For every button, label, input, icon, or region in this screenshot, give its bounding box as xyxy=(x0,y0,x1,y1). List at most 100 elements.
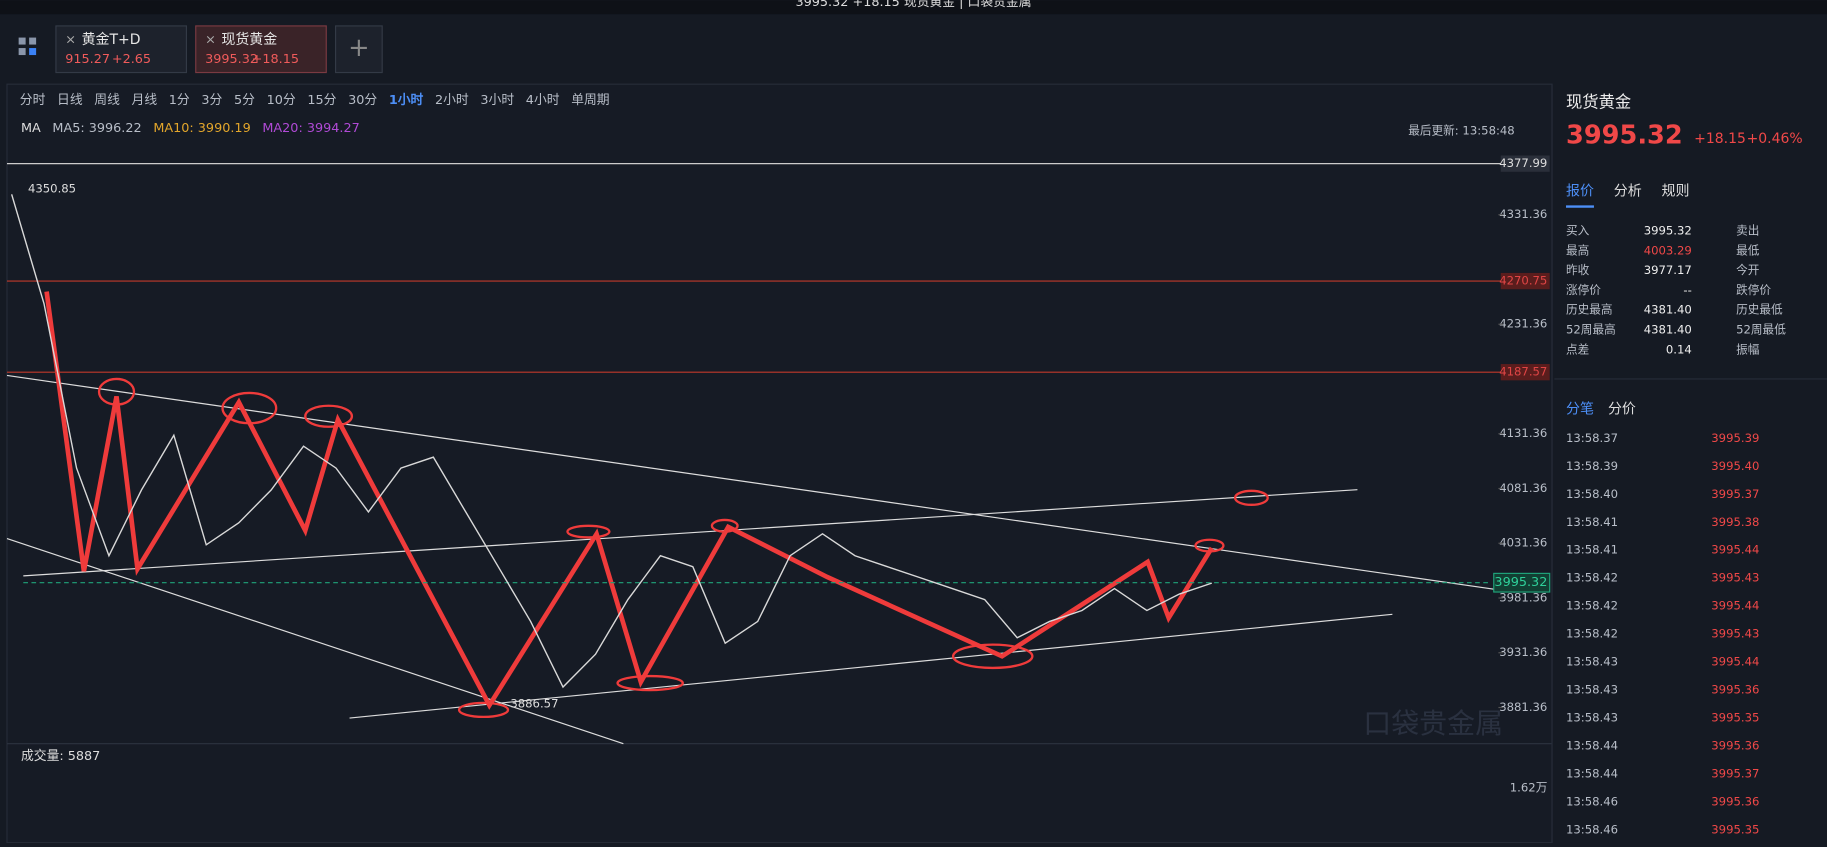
quote-value: 3995.32 xyxy=(1644,223,1692,237)
trade-time: 13:58.40 xyxy=(1566,487,1618,501)
quote-label: 52周最低 xyxy=(1736,323,1786,337)
trade-price: 3995.43 xyxy=(1711,627,1759,641)
level-tag xyxy=(1500,364,1550,381)
y-tick-label: 4131.36 xyxy=(1499,426,1547,440)
trade-time: 13:58.39 xyxy=(1566,459,1618,473)
period[interactable]: 15分 xyxy=(307,93,336,108)
volume-label: 成交量: 5887 xyxy=(21,748,100,764)
y-tick-label: 4331.36 xyxy=(1499,207,1547,221)
trend-line xyxy=(6,374,1515,593)
y-tick-label: 3881.36 xyxy=(1499,700,1547,714)
period[interactable]: 日线 xyxy=(57,93,83,108)
y-tick-label: 4031.36 xyxy=(1499,536,1547,550)
tabs: + xyxy=(18,25,383,74)
grid-icon xyxy=(29,37,37,45)
quote-value: 4003.29 xyxy=(1644,243,1692,257)
current-label: 3995.32 xyxy=(1494,575,1547,590)
grid-icon xyxy=(29,48,37,56)
tab[interactable] xyxy=(55,25,188,74)
tab-price: 915.27 xyxy=(65,52,110,67)
title-bar xyxy=(0,0,1827,15)
quote-value: 0.14 xyxy=(1666,342,1692,356)
trade-time: 13:58.43 xyxy=(1566,711,1618,725)
low-label: 3886.57 xyxy=(510,697,558,711)
period[interactable]: 3小时 xyxy=(480,93,514,108)
side-tab[interactable]: 规则 xyxy=(1662,183,1690,199)
trade-tab[interactable]: 分笔 xyxy=(1566,401,1594,417)
period[interactable]: 周线 xyxy=(94,93,120,108)
quote-label: 今开 xyxy=(1736,263,1760,277)
y-tick-label: 4081.36 xyxy=(1499,481,1547,495)
quote-label: 最低 xyxy=(1736,243,1760,257)
quote-label: 历史最高 xyxy=(1566,303,1613,317)
trade-price: 3995.44 xyxy=(1711,599,1759,613)
quote-value: 4381.40 xyxy=(1644,303,1692,317)
trade-price: 3995.35 xyxy=(1711,822,1759,836)
period[interactable]: 单周期 xyxy=(571,93,609,108)
trend-line xyxy=(23,489,1358,577)
trade-price: 3995.36 xyxy=(1711,794,1759,808)
window-title: 3995.32 +18.15 现货黄金 | 口袋贵金属 xyxy=(795,0,1031,10)
quote-label: 52周最高 xyxy=(1566,323,1616,337)
quote-label: 历史最低 xyxy=(1736,303,1783,317)
period[interactable]: 分时 xyxy=(20,93,46,108)
period[interactable]: 10分 xyxy=(267,93,296,108)
trend-line xyxy=(6,538,624,745)
tab-name: 现货黄金 xyxy=(221,31,277,48)
period[interactable]: 月线 xyxy=(132,93,158,108)
quote-value: 4381.40 xyxy=(1644,323,1692,337)
quote-value: 3977.17 xyxy=(1644,263,1692,277)
trade-price: 3995.44 xyxy=(1711,655,1759,669)
tab-change: +18.15 xyxy=(252,52,299,67)
trade-time: 13:58.41 xyxy=(1566,515,1618,529)
watermark: 口袋贵金属 xyxy=(1363,707,1503,740)
circle xyxy=(616,674,684,692)
trade-price: 3995.36 xyxy=(1711,739,1759,753)
tab-close: × xyxy=(205,32,216,47)
period[interactable]: 4小时 xyxy=(526,93,560,108)
trade-price: 3995.35 xyxy=(1711,711,1759,725)
trade-time: 13:58.44 xyxy=(1566,739,1618,753)
grid-icon xyxy=(18,48,26,56)
trade-price: 3995.38 xyxy=(1711,515,1759,529)
side-title: 现货黄金 xyxy=(1566,92,1631,111)
side-tab[interactable]: 报价 xyxy=(1566,183,1594,199)
quote-label: 最高 xyxy=(1566,243,1589,257)
circle xyxy=(1233,489,1269,506)
trade-time: 13:58.43 xyxy=(1566,655,1618,669)
period[interactable]: 5分 xyxy=(234,93,255,108)
tab[interactable] xyxy=(195,25,327,74)
price-line xyxy=(10,194,1213,689)
trade-price: 3995.43 xyxy=(1711,571,1759,585)
circle xyxy=(951,643,1034,670)
trend-line xyxy=(349,613,1393,719)
trade-tab[interactable]: 分价 xyxy=(1608,401,1636,417)
period[interactable]: 30分 xyxy=(348,93,377,108)
side-tab[interactable]: 分析 xyxy=(1614,183,1642,199)
arrow-path xyxy=(44,291,1214,710)
period[interactable]: 3分 xyxy=(201,93,222,108)
quote-label: 买入 xyxy=(1566,223,1590,237)
level-label: 4377.99 xyxy=(1499,156,1547,170)
ma-item: MA5: 3996.22 xyxy=(52,121,141,136)
tab-change: +2.65 xyxy=(112,52,151,67)
trade-price: 3995.37 xyxy=(1711,766,1759,780)
current-tag xyxy=(1493,572,1551,593)
period[interactable]: 2小时 xyxy=(435,93,469,108)
period[interactable]: 1分 xyxy=(169,93,190,108)
add-tab[interactable] xyxy=(334,25,383,74)
circle xyxy=(566,524,611,539)
period[interactable]: 1小时 xyxy=(389,92,424,108)
chart-panel xyxy=(6,83,1553,844)
ma-item: MA10: 3990.19 xyxy=(153,121,250,136)
trade-price: 3995.36 xyxy=(1711,683,1759,697)
grid-icon xyxy=(18,37,26,45)
trade-price: 3995.39 xyxy=(1711,431,1759,445)
side-price: 3995.32 xyxy=(1566,121,1683,151)
trade-time: 13:58.41 xyxy=(1566,543,1618,557)
quote-label: 点差 xyxy=(1566,342,1589,356)
quote-label: 涨停价 xyxy=(1566,283,1601,297)
trade-price: 3995.44 xyxy=(1711,543,1759,557)
quote-label: 跌停价 xyxy=(1736,283,1771,297)
